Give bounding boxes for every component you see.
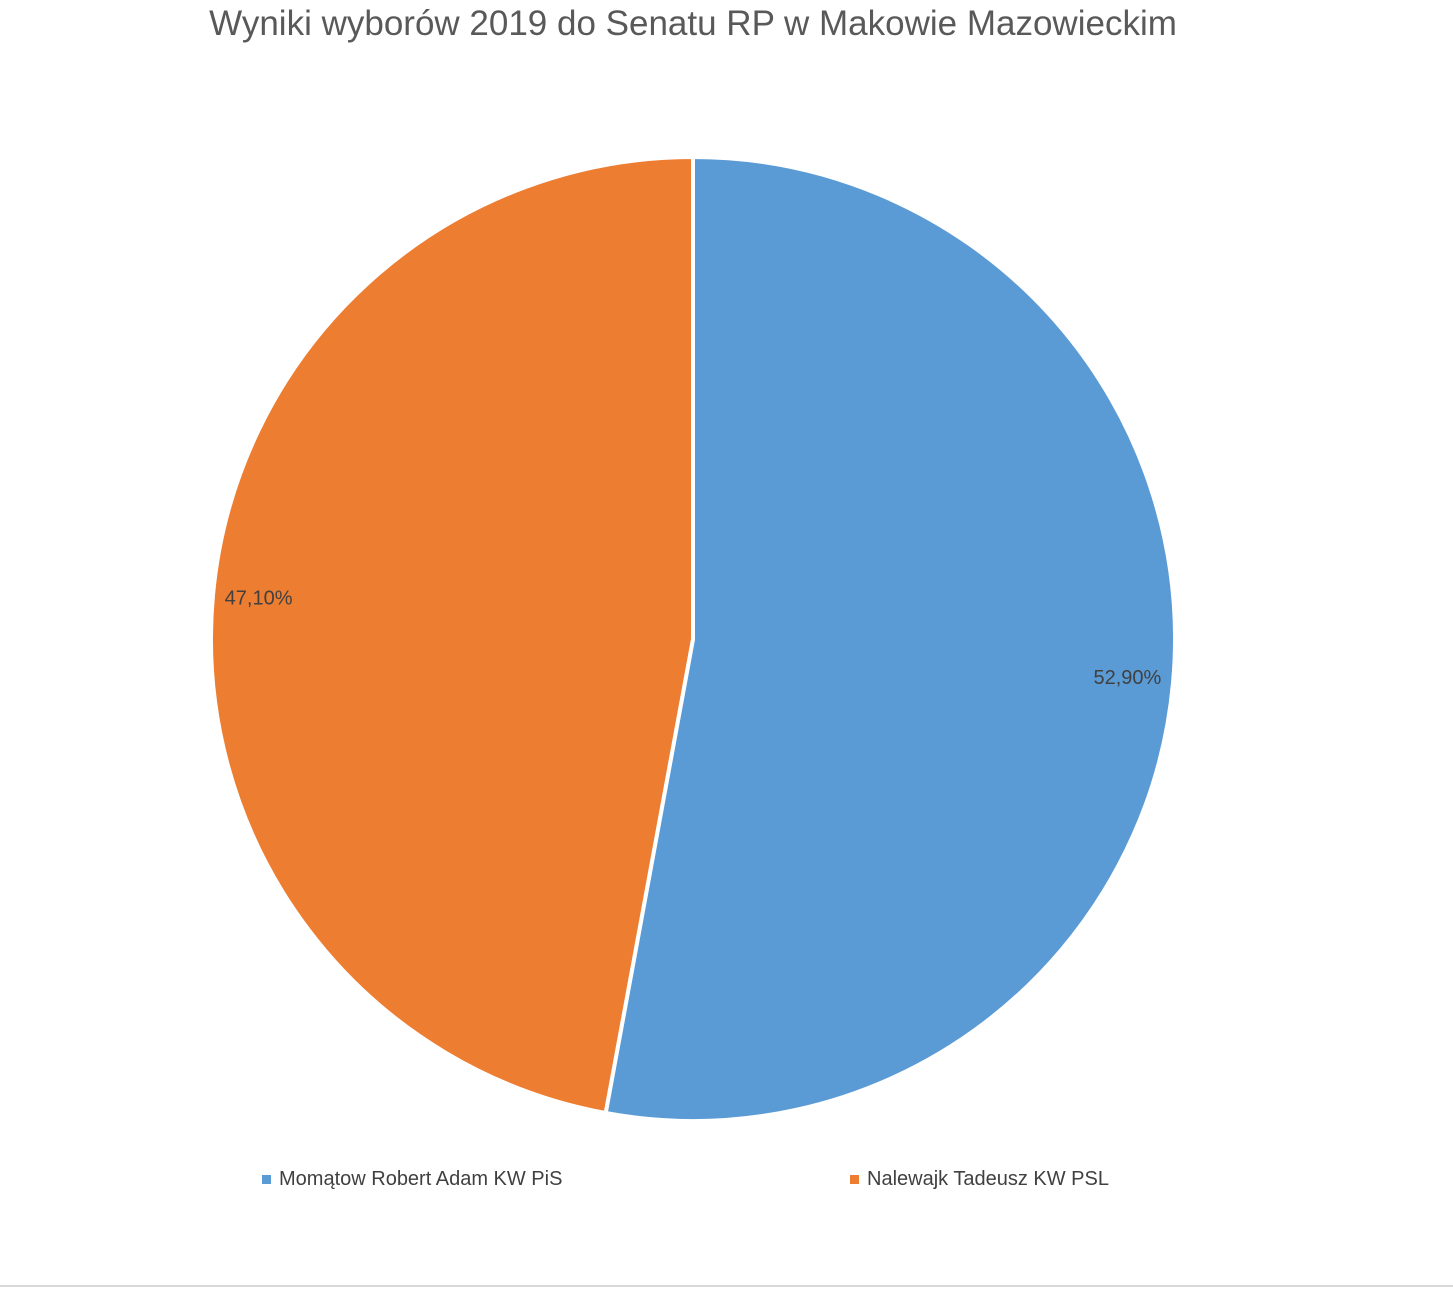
legend-swatch-psl bbox=[850, 1175, 859, 1184]
legend-item-psl: Nalewajk Tadeusz KW PSL bbox=[850, 1168, 1109, 1191]
chart-title: Wyniki wyborów 2019 do Senatu RP w Makow… bbox=[209, 4, 1177, 43]
legend: Momątow Robert Adam KW PiS Nalewajk Tade… bbox=[0, 1168, 1453, 1198]
pie-slices bbox=[209, 155, 1177, 1123]
data-label-psl: 47,10% bbox=[225, 588, 293, 610]
legend-item-pis: Momątow Robert Adam KW PiS bbox=[262, 1168, 562, 1191]
pie-slice-pis bbox=[603, 155, 1177, 1123]
legend-label-pis: Momątow Robert Adam KW PiS bbox=[279, 1168, 563, 1190]
legend-swatch-pis bbox=[262, 1175, 271, 1184]
pie-slice-psl bbox=[209, 155, 695, 1116]
data-label-pis: 52,90% bbox=[1093, 667, 1161, 689]
bottom-divider bbox=[0, 1285, 1453, 1287]
legend-label-psl: Nalewajk Tadeusz KW PSL bbox=[867, 1168, 1109, 1190]
pie-data-labels: 52,90% 47,10% bbox=[225, 588, 1162, 689]
